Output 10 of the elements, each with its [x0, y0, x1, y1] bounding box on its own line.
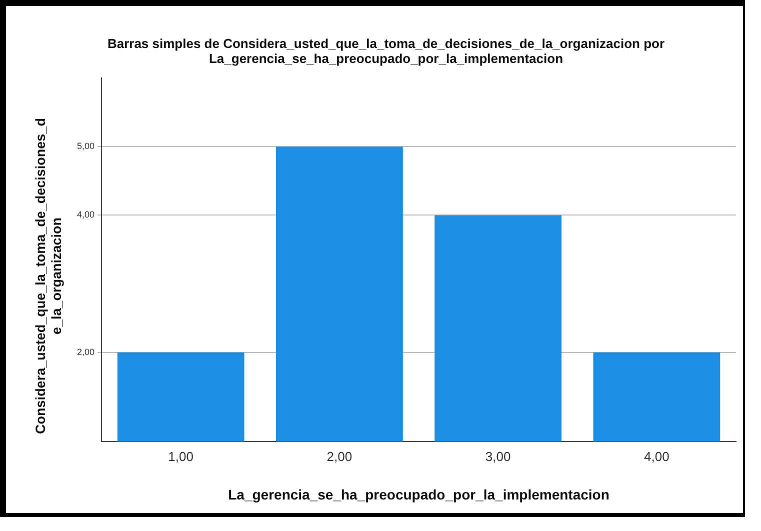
- x-tick-label: 1,00: [168, 448, 194, 464]
- y-tick-label: 5,00: [76, 141, 95, 152]
- y-tick-label: 4,00: [76, 210, 95, 220]
- x-tick-label: 3,00: [485, 448, 511, 464]
- x-tick-label: 4,00: [644, 448, 670, 464]
- chart-title: Barras simples de Considera_usted_que_la_toma_de_decisiones_de_la_organizacion por La_gerencia_se_ha_preocupado_por_la_implementacion: [106, 36, 666, 66]
- x-axis-title: La_gerencia_se_ha_preocupado_por_la_implementacion: [228, 486, 610, 502]
- y-tick-label: 2,00: [76, 346, 95, 357]
- x-tick-label: 2,00: [326, 448, 352, 464]
- y-axis-title: Considera_usted_que_la_toma_de_decisiones_de_la_organizacion: [33, 117, 65, 436]
